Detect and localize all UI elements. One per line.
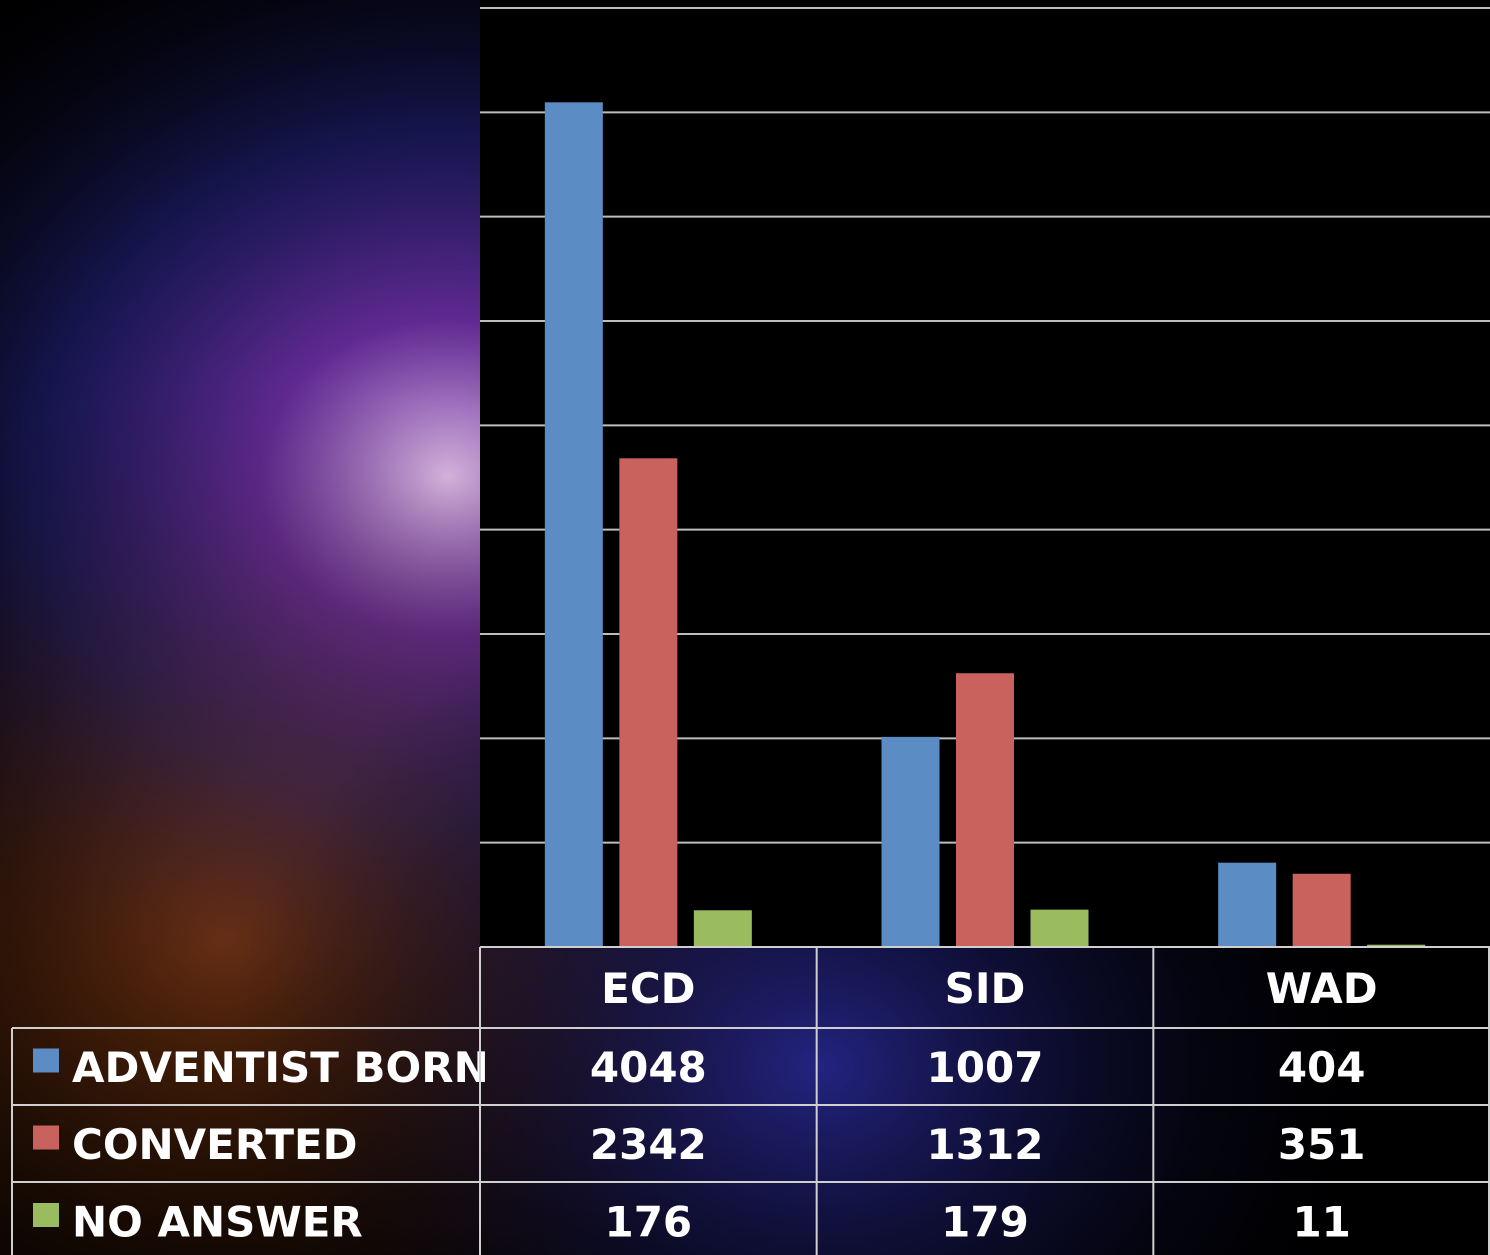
table-value: 2342 — [590, 1120, 707, 1169]
legend-label: CONVERTED — [72, 1120, 358, 1169]
bar — [1218, 862, 1277, 947]
table-header: SID — [945, 964, 1026, 1013]
bar — [619, 458, 678, 947]
table-value: 179 — [941, 1198, 1029, 1247]
legend-swatch — [33, 1048, 59, 1073]
legend-swatch — [33, 1125, 59, 1150]
table-value: 351 — [1278, 1120, 1366, 1169]
table-value: 176 — [604, 1198, 692, 1247]
legend-label: ADVENTIST BORN — [72, 1043, 489, 1092]
table-value: 404 — [1278, 1043, 1366, 1092]
legend-label: NO ANSWER — [72, 1198, 363, 1247]
bar — [1367, 944, 1426, 947]
table-value: 11 — [1292, 1198, 1350, 1247]
table-header: ECD — [601, 964, 695, 1013]
bar — [1292, 873, 1351, 947]
table-value: 4048 — [590, 1043, 707, 1092]
bar — [693, 910, 752, 947]
legend-swatch — [33, 1203, 59, 1227]
bar — [1030, 909, 1089, 947]
bar — [956, 673, 1014, 947]
bar — [881, 736, 940, 947]
table-value: 1312 — [927, 1120, 1044, 1169]
table-header: WAD — [1266, 964, 1378, 1013]
bar — [544, 102, 603, 948]
table-value: 1007 — [927, 1043, 1044, 1092]
